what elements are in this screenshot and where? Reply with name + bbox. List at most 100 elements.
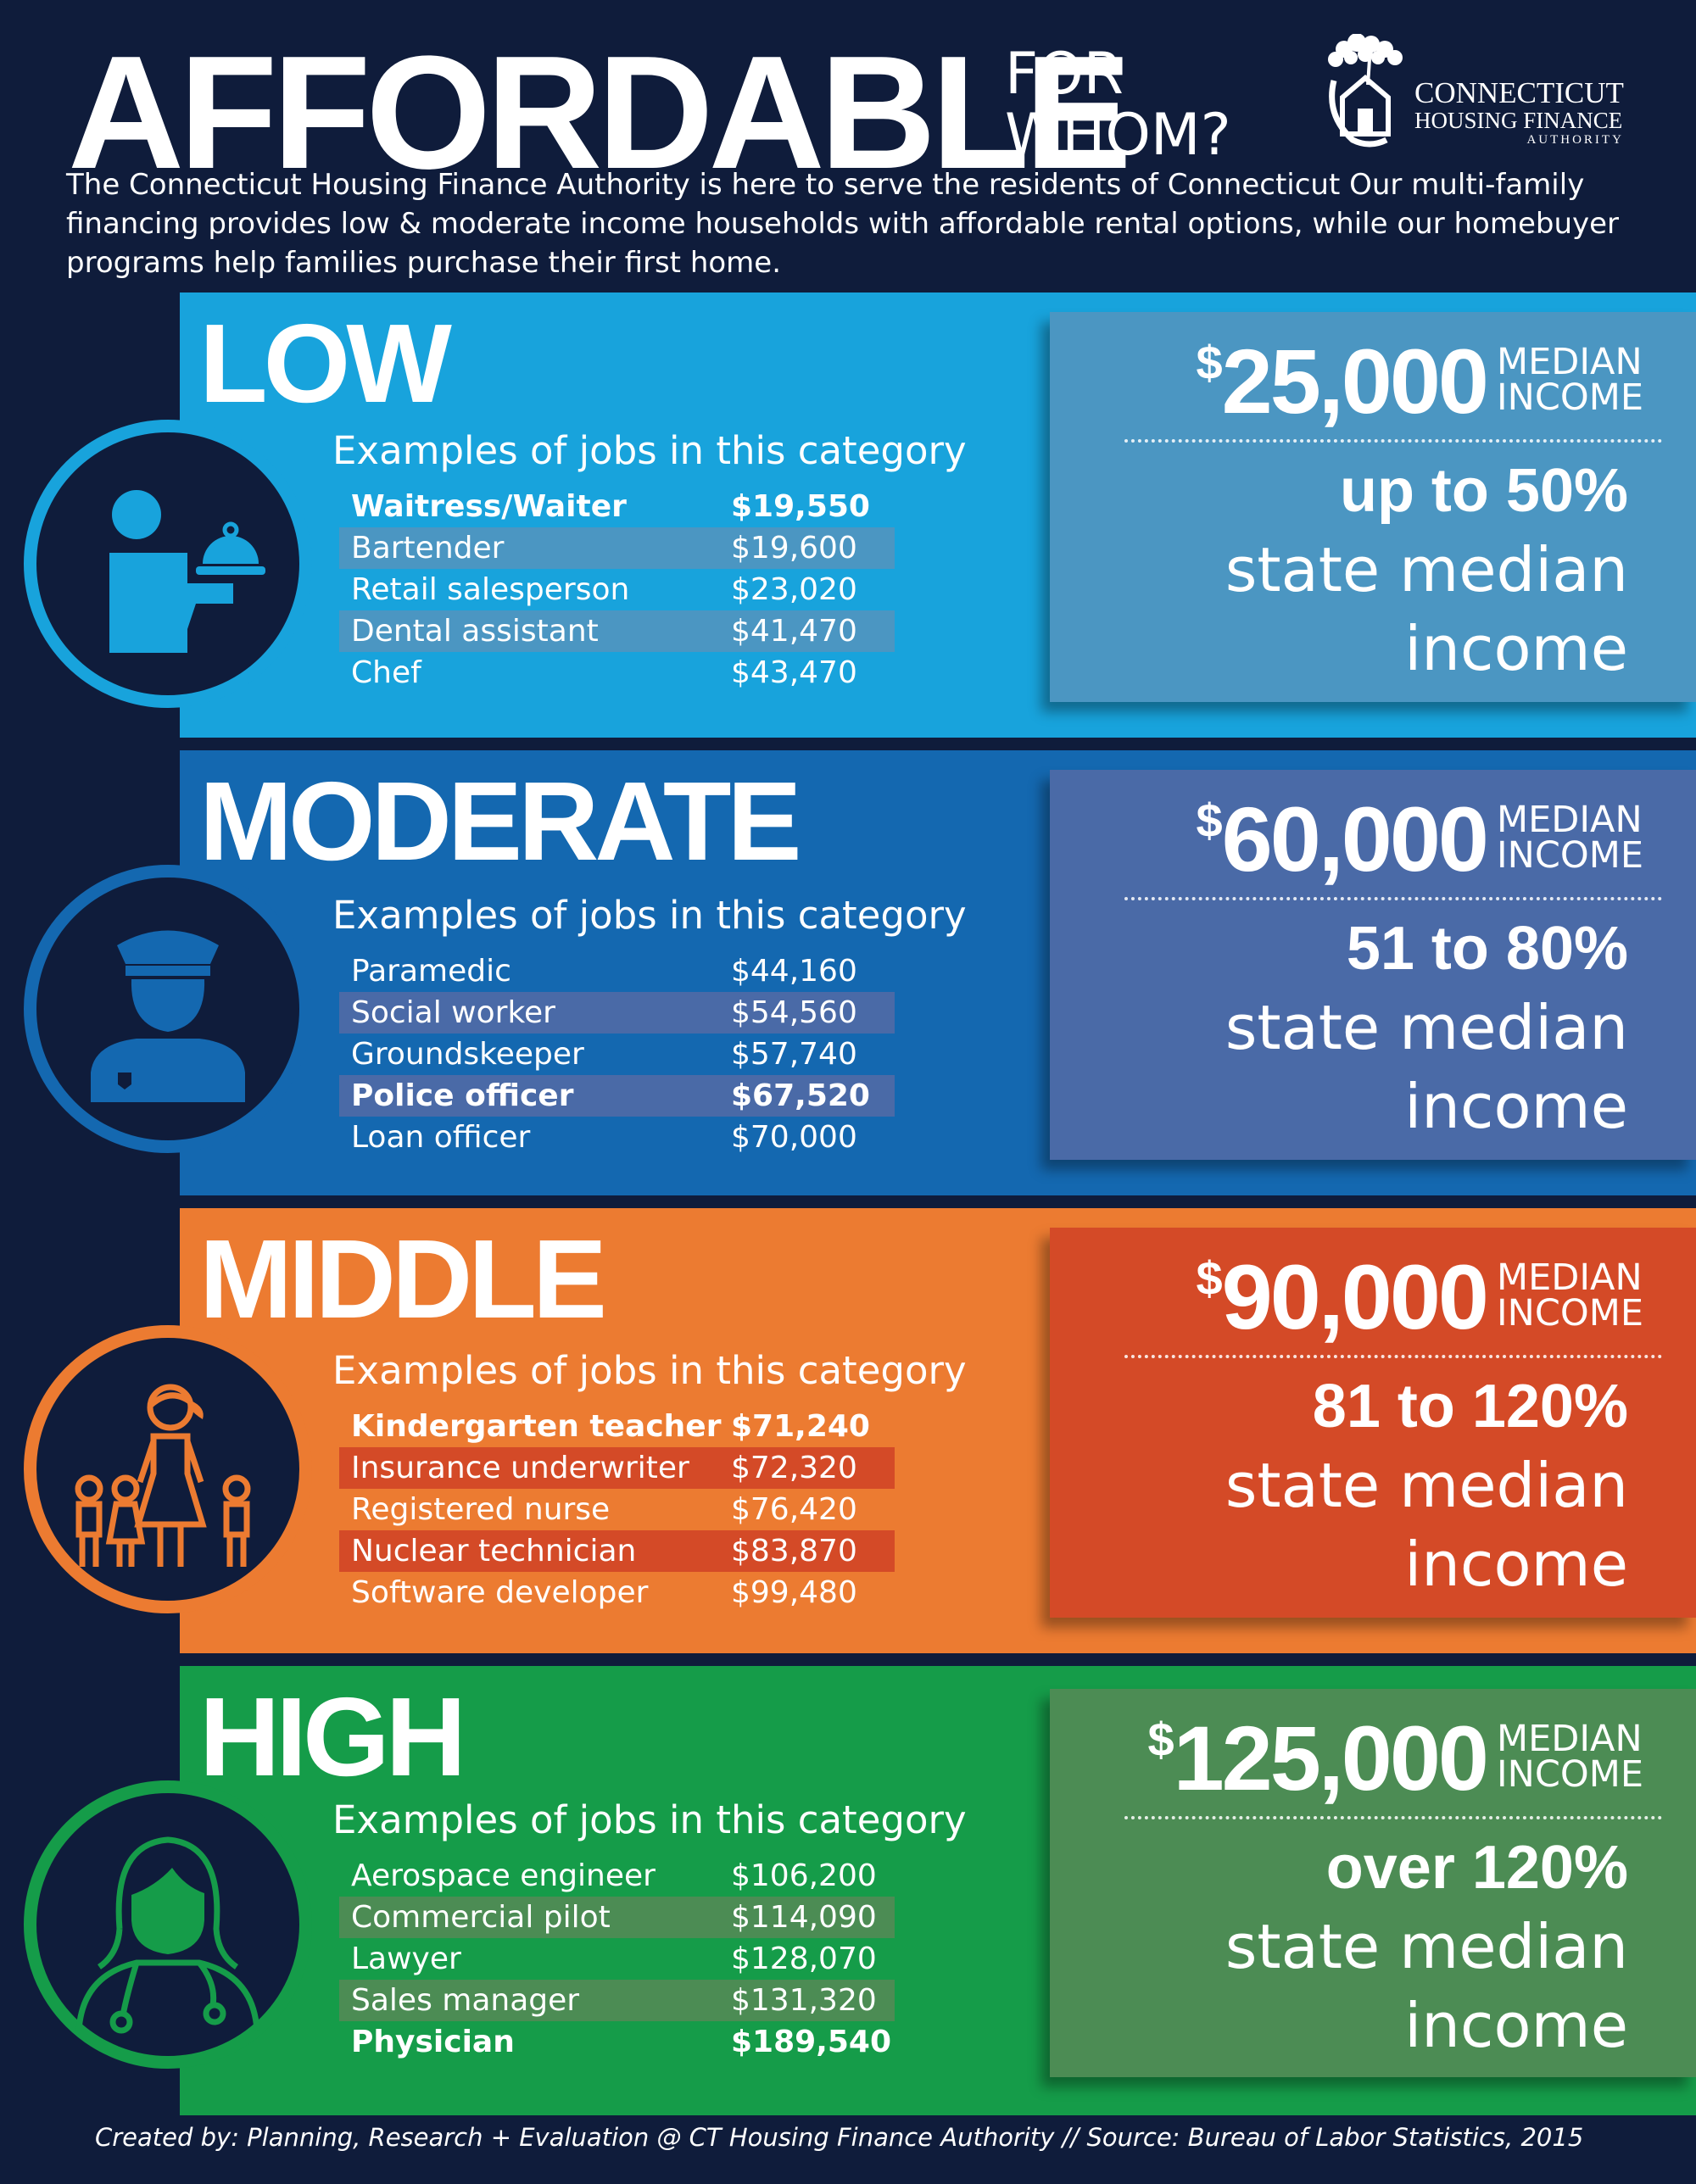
smi-line-2: income <box>1404 1529 1628 1600</box>
median-income-panel: $125,000 MEDIAN INCOME over 120% state me… <box>1050 1689 1696 2077</box>
currency-symbol: $ <box>1196 1251 1223 1305</box>
table-row: Chef $43,470 <box>339 652 895 694</box>
table-row: Software developer $99,480 <box>339 1572 895 1613</box>
jobs-table: Paramedic $44,160 Social worker $54,560 Gr… <box>339 950 895 1158</box>
table-row: Retail salesperson $23,020 <box>339 569 895 610</box>
job-salary: $19,550 <box>731 489 870 524</box>
smi-line-2: income <box>1404 1990 1628 2061</box>
median-income-label: MEDIAN INCOME <box>1497 1256 1643 1332</box>
table-row: Waitress/Waiter $19,550 <box>339 486 895 527</box>
logo-line-1: CONNECTICUT <box>1414 76 1624 109</box>
table-row: Sales manager $131,320 <box>339 1980 895 2021</box>
job-name: Bartender <box>351 531 505 566</box>
median-label-line-1: MEDIAN <box>1497 799 1643 841</box>
state-median-income-label: state median income <box>1225 1446 1628 1604</box>
intro-paragraph: The Connecticut Housing Finance Authorit… <box>66 168 1620 280</box>
job-name: Sales manager <box>351 1983 580 2018</box>
job-salary: $54,560 <box>731 995 857 1030</box>
waiter-icon <box>109 490 265 653</box>
jobs-heading: Examples of jobs in this category <box>332 428 967 473</box>
job-salary: $70,000 <box>731 1120 857 1155</box>
house-tree-logo-icon <box>1328 34 1403 148</box>
median-income-panel: $90,000 MEDIAN INCOME 81 to 120% state me… <box>1050 1228 1696 1618</box>
teacher-with-children-icon <box>75 1384 251 1567</box>
amount-value: 125,000 <box>1173 1707 1489 1809</box>
chfa-logo: CONNECTICUT HOUSING FINANCE AUTHORITY <box>1319 34 1675 153</box>
median-income-amount: $125,000 <box>1050 1713 1489 1804</box>
table-row: Police officer $67,520 <box>339 1075 895 1117</box>
job-name: Loan officer <box>351 1120 531 1155</box>
table-row: Lawyer $128,070 <box>339 1938 895 1980</box>
table-row: Social worker $54,560 <box>339 992 895 1034</box>
table-row: Bartender $19,600 <box>339 527 895 569</box>
smi-line-2: income <box>1404 613 1628 684</box>
job-salary: $114,090 <box>731 1900 877 1935</box>
job-name: Commercial pilot <box>351 1900 611 1935</box>
job-salary: $57,740 <box>731 1037 857 1072</box>
job-salary: $44,160 <box>731 954 857 989</box>
table-row: Dental assistant $41,470 <box>339 610 895 652</box>
job-name: Police officer <box>351 1078 574 1113</box>
table-row: Paramedic $44,160 <box>339 950 895 992</box>
dotted-divider <box>1124 1816 1662 1819</box>
table-row: Aerospace engineer $106,200 <box>339 1855 895 1897</box>
job-name: Insurance underwriter <box>351 1451 689 1485</box>
job-name: Nuclear technician <box>351 1534 637 1568</box>
tier-low: LOW Examples of jobs in this category Wa… <box>0 292 1696 738</box>
currency-symbol: $ <box>1196 336 1223 389</box>
state-median-income-label: state median income <box>1225 1908 1628 2065</box>
job-salary: $43,470 <box>731 655 857 690</box>
job-salary: $19,600 <box>731 531 857 566</box>
median-income-label: MEDIAN INCOME <box>1497 344 1643 416</box>
percent-range: up to 50% <box>1339 457 1628 525</box>
job-salary: $189,540 <box>731 2025 892 2059</box>
median-income-label: MEDIAN INCOME <box>1497 799 1643 874</box>
job-salary: $67,520 <box>731 1078 870 1113</box>
table-row: Insurance underwriter $72,320 <box>339 1447 895 1489</box>
smi-line-1: state median <box>1225 1450 1628 1521</box>
page-subtitle: FOR WHOM? <box>1005 44 1231 166</box>
tier-icon-circle <box>24 420 312 708</box>
tier-icon-circle <box>24 1780 312 2069</box>
subtitle-line-1: FOR <box>1005 41 1124 108</box>
job-salary: $131,320 <box>731 1983 877 2018</box>
median-income-amount: $25,000 <box>1050 336 1489 427</box>
median-income-amount: $90,000 <box>1050 1251 1489 1343</box>
job-name: Physician <box>351 2025 515 2059</box>
percent-range: 81 to 120% <box>1312 1373 1628 1440</box>
logo-line-3: AUTHORITY <box>1526 133 1624 147</box>
job-salary: $128,070 <box>731 1942 877 1976</box>
tier-high: HIGH Examples of jobs in this category A… <box>0 1666 1696 2115</box>
physician-icon <box>75 1836 260 2034</box>
median-income-panel: $60,000 MEDIAN INCOME 51 to 80% state med… <box>1050 770 1696 1160</box>
job-name: Software developer <box>351 1575 649 1610</box>
subtitle-line-2: WHOM? <box>1005 102 1231 169</box>
tier-icon-circle <box>24 865 312 1153</box>
job-name: Waitress/Waiter <box>351 489 627 524</box>
median-income-label: MEDIAN INCOME <box>1497 1721 1643 1796</box>
logo-text: CONNECTICUT HOUSING FINANCE AUTHORITY <box>1414 78 1624 148</box>
logo-line-2: HOUSING FINANCE <box>1414 108 1623 133</box>
jobs-table: Aerospace engineer $106,200 Commercial pi… <box>339 1855 895 2063</box>
police-officer-icon <box>91 930 245 1102</box>
jobs-table: Kindergarten teacher $71,240 Insurance un… <box>339 1406 895 1613</box>
dotted-divider <box>1124 1355 1662 1358</box>
job-name: Registered nurse <box>351 1492 611 1527</box>
job-salary: $99,480 <box>731 1575 857 1610</box>
job-name: Paramedic <box>351 954 511 989</box>
table-row: Commercial pilot $114,090 <box>339 1897 895 1938</box>
amount-value: 25,000 <box>1221 330 1489 432</box>
job-salary: $41,470 <box>731 614 857 649</box>
tier-name: MIDDLE <box>199 1217 607 1341</box>
job-name: Groundskeeper <box>351 1037 584 1072</box>
job-name: Lawyer <box>351 1942 461 1976</box>
job-name: Kindergarten teacher <box>351 1409 722 1444</box>
median-label-line-1: MEDIAN <box>1497 1256 1643 1299</box>
jobs-heading: Examples of jobs in this category <box>332 893 967 938</box>
tier-middle: MIDDLE Examples of jobs in this category… <box>0 1208 1696 1653</box>
job-name: Dental assistant <box>351 614 599 649</box>
median-label-line-2: INCOME <box>1497 1753 1643 1796</box>
tier-name: HIGH <box>199 1674 466 1799</box>
jobs-heading: Examples of jobs in this category <box>332 1797 967 1842</box>
table-row: Physician $189,540 <box>339 2021 895 2063</box>
